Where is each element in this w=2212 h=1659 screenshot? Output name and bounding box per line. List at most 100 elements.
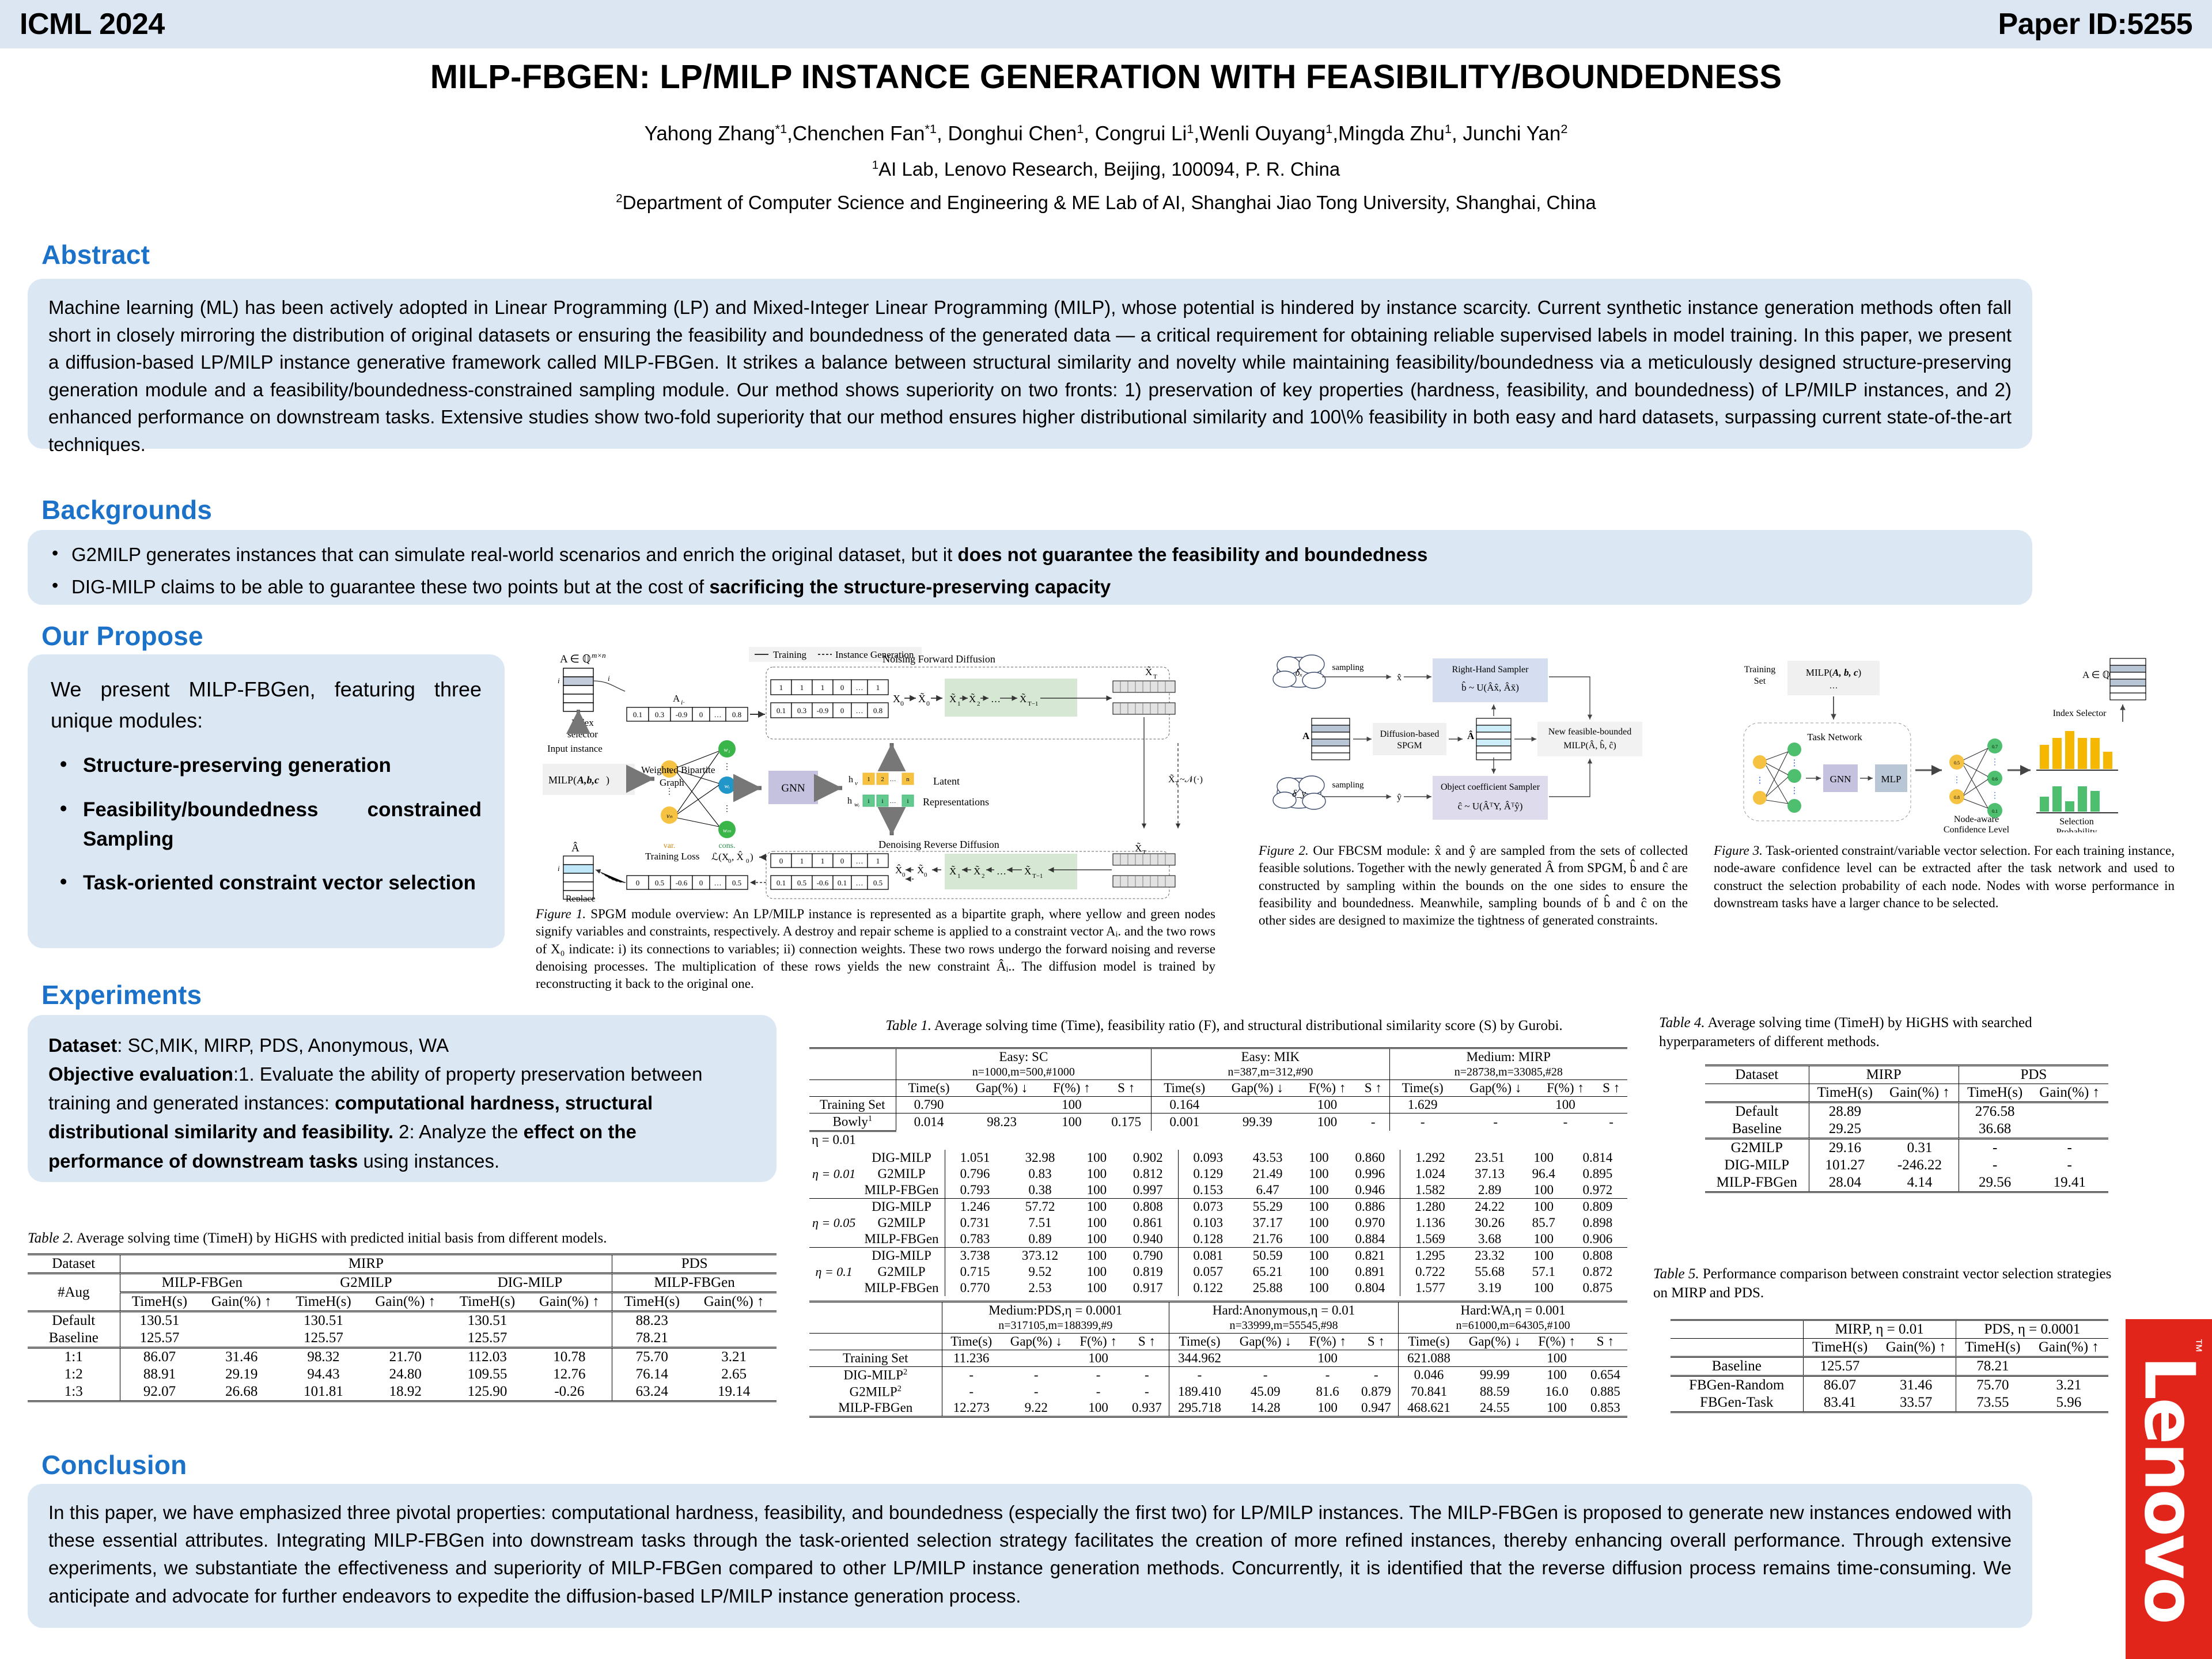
svg-text:MILP(A, b, c): MILP(A, b, c) [1806, 667, 1861, 678]
svg-text:…: … [890, 798, 896, 805]
col-header: Time(s) [941, 1333, 1001, 1350]
table-cell: 0.129 [1177, 1166, 1238, 1182]
table-cell: - [1301, 1366, 1354, 1384]
method-label: G2MILP [877, 1264, 926, 1279]
svg-text:…: … [997, 866, 1006, 877]
svg-text:X: X [893, 693, 900, 704]
svg-text:1: 1 [821, 857, 825, 865]
propose-intro-text: We present MILP-FBGen, featuring three u… [51, 677, 482, 732]
table-cell: 100 [1297, 1198, 1340, 1215]
propose-heading: Our Propose [41, 621, 203, 651]
svg-text:T: T [1153, 673, 1157, 680]
group-header: Hard:WA,η = 0.001 [1398, 1301, 1627, 1319]
svg-text:X̃: X̃ [949, 694, 956, 704]
backgrounds-panel: G2MILP generates instances that can simu… [28, 530, 2032, 605]
group-sizes: n=387,m=312,#90 [1151, 1065, 1390, 1080]
svg-text:1: 1 [779, 683, 783, 692]
table-cell: 83.41 [1802, 1394, 1877, 1412]
table-row: G2MILP 0.796 0.83 100 0.812 0.129 21.49 100 0.99… [809, 1166, 1627, 1182]
table-cell: 86.07 [1802, 1375, 1877, 1394]
table-cell [2031, 1120, 2108, 1139]
table-cell: 9.52 [1028, 1264, 1052, 1279]
col-header: S ↑ [1354, 1333, 1399, 1350]
table-cell [1881, 1120, 1959, 1139]
table-cell: 29.25 [1808, 1120, 1881, 1139]
table-cell: 0.947 [1361, 1400, 1391, 1415]
table-5: MIRP, η = 0.01 PDS, η = 0.0001 TimeH(s) G… [1671, 1319, 2108, 1415]
group-sizes: n=317105,m=188399,#9 [941, 1319, 1169, 1334]
figure-3-caption: Figure 3. Task-oriented constraint/varia… [1714, 842, 2175, 912]
table-row: DIG-MILP2- - - - - - - -0.046 99.99 100 0.654 [809, 1366, 1627, 1384]
group-header: Easy: MIK [1151, 1047, 1390, 1065]
figure-1-caption-text: SPGM module overview: An LP/MILP instanc… [536, 907, 1215, 991]
table-4: Dataset MIRP PDS TimeH(s) Gain(%) ↑ TimeH… [1705, 1065, 2108, 1195]
table-cell: 0.917 [1132, 1281, 1163, 1295]
table-cell: - [1229, 1366, 1301, 1384]
eta-label: η = 0.01 [812, 1166, 856, 1181]
table-cell: 0.770 [944, 1280, 1005, 1296]
col-header: TimeH(s) [1808, 1084, 1881, 1103]
col-header: Gain(%) ↑ [2029, 1338, 2108, 1357]
svg-text:⋮: ⋮ [665, 787, 673, 796]
svg-text:New feasible-bounded: New feasible-bounded [1548, 727, 1631, 737]
svg-text:δ_y: δ_y [1292, 788, 1306, 799]
svg-text:0.8: 0.8 [873, 706, 882, 715]
col-header: Gap(%) ↓ [961, 1080, 1042, 1097]
table-cell: 125.57 [1802, 1356, 1877, 1376]
table-cell: 0.902 [1132, 1150, 1163, 1165]
svg-text:X̃: X̃ [969, 694, 976, 704]
table-cell: 100 [1075, 1198, 1119, 1215]
table-cell: 100 [1086, 1264, 1107, 1279]
svg-text:2: 2 [982, 873, 985, 880]
row-label: Default [28, 1310, 120, 1330]
poster-header: ICML 2024 Paper ID:5255 [0, 0, 2212, 48]
table-cell [363, 1330, 448, 1348]
table-cell: 0.898 [1582, 1215, 1613, 1230]
svg-text:X̃: X̃ [1168, 774, 1175, 785]
row-label: DIG-MILP [1724, 1157, 1790, 1173]
table-1-lower: Medium:PDS,η = 0.0001 Hard:Anonymous,η =… [809, 1301, 1627, 1419]
table-cell: 32.98 [1025, 1150, 1055, 1165]
group-header: Medium:PDS,η = 0.0001 [941, 1301, 1169, 1319]
col-header: Gain(%) ↑ [1876, 1338, 1956, 1357]
table-cell [199, 1330, 284, 1348]
table-cell: 50.59 [1238, 1247, 1298, 1264]
col-header: Time(s) [1151, 1080, 1218, 1097]
svg-text:…: … [856, 878, 863, 887]
svg-text:0.1: 0.1 [777, 706, 786, 715]
col-header: Gap(%) ↓ [1455, 1080, 1536, 1097]
table-cell: 130.51 [448, 1310, 527, 1330]
experiments-panel: Dataset: SC,MIK, MIRP, PDS, Anonymous, W… [28, 1015, 777, 1182]
table-cell: 100 [1547, 1400, 1567, 1415]
table-cell: 100 [1309, 1264, 1329, 1279]
backgrounds-list: G2MILP generates instances that can simu… [45, 539, 2015, 601]
table-cell: 100 [1086, 1150, 1107, 1165]
table-cell: 0.884 [1355, 1232, 1385, 1246]
group-sizes: n=33999,m=55545,#98 [1169, 1319, 1399, 1334]
table-cell: 1.246 [944, 1198, 1005, 1215]
table-cell: 78.21 [1955, 1356, 2029, 1376]
table-cell: 100 [1533, 1232, 1554, 1246]
table-cell: 0.89 [1028, 1232, 1052, 1246]
table-1-caption-text: Average solving time (Time), feasibility… [931, 1018, 1563, 1033]
table-cell: 16.0 [1545, 1384, 1569, 1399]
svg-text:MILP(Â, b̂, ĉ): MILP(Â, b̂, ĉ) [1563, 739, 1616, 751]
col-header: Time(s) [895, 1080, 962, 1097]
svg-text:0.5: 0.5 [655, 878, 664, 887]
table-cell [2031, 1101, 2108, 1120]
svg-text:0.6: 0.6 [1992, 777, 1998, 782]
row-label: MILP-FBGen [1716, 1175, 1797, 1190]
method-label: DIG-MILP [858, 1198, 945, 1215]
table-1-caption-label: Table 1. [885, 1018, 931, 1033]
svg-text:ŷ: ŷ [1397, 793, 1402, 802]
affiliation-2: 2Department of Computer Science and Engi… [616, 191, 1596, 213]
table-cell: 63.24 [612, 1383, 692, 1402]
table-cell: 12.76 [553, 1366, 586, 1382]
table-row: Baseline 125.57 78.21 [1671, 1356, 2108, 1376]
svg-text:-0.6: -0.6 [676, 878, 688, 887]
col-header: TimeH(s) [612, 1291, 692, 1312]
title-block: MILP-FBGEN: LP/MILP INSTANCE GENERATION … [0, 58, 2212, 214]
affiliation-1: 1AI Lab, Lenovo Research, Beijing, 10009… [872, 158, 1340, 180]
svg-text:⋮: ⋮ [1991, 758, 1999, 767]
table-5-caption-label: Table 5. [1653, 1266, 1699, 1282]
